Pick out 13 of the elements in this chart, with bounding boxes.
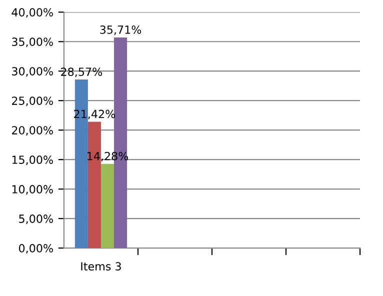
y-tick-label: 25,00% (12, 96, 53, 106)
y-tick-label: 40,00% (12, 8, 53, 18)
y-tick-label: 10,00% (12, 185, 53, 195)
y-tick-label: 5,00% (19, 214, 53, 224)
y-tick-label: 35,00% (12, 38, 53, 48)
x-tick-label: Items 3 (81, 262, 121, 271)
y-tick-label: 0,00% (18, 244, 53, 254)
y-tick-label: 15,00% (12, 156, 53, 166)
y-tick-label: 20,00% (12, 126, 53, 136)
bar (100, 164, 114, 248)
data-label: 35,71% (100, 25, 142, 36)
data-label: 28,57% (61, 68, 102, 78)
y-tick-label: 30,00% (12, 67, 53, 77)
